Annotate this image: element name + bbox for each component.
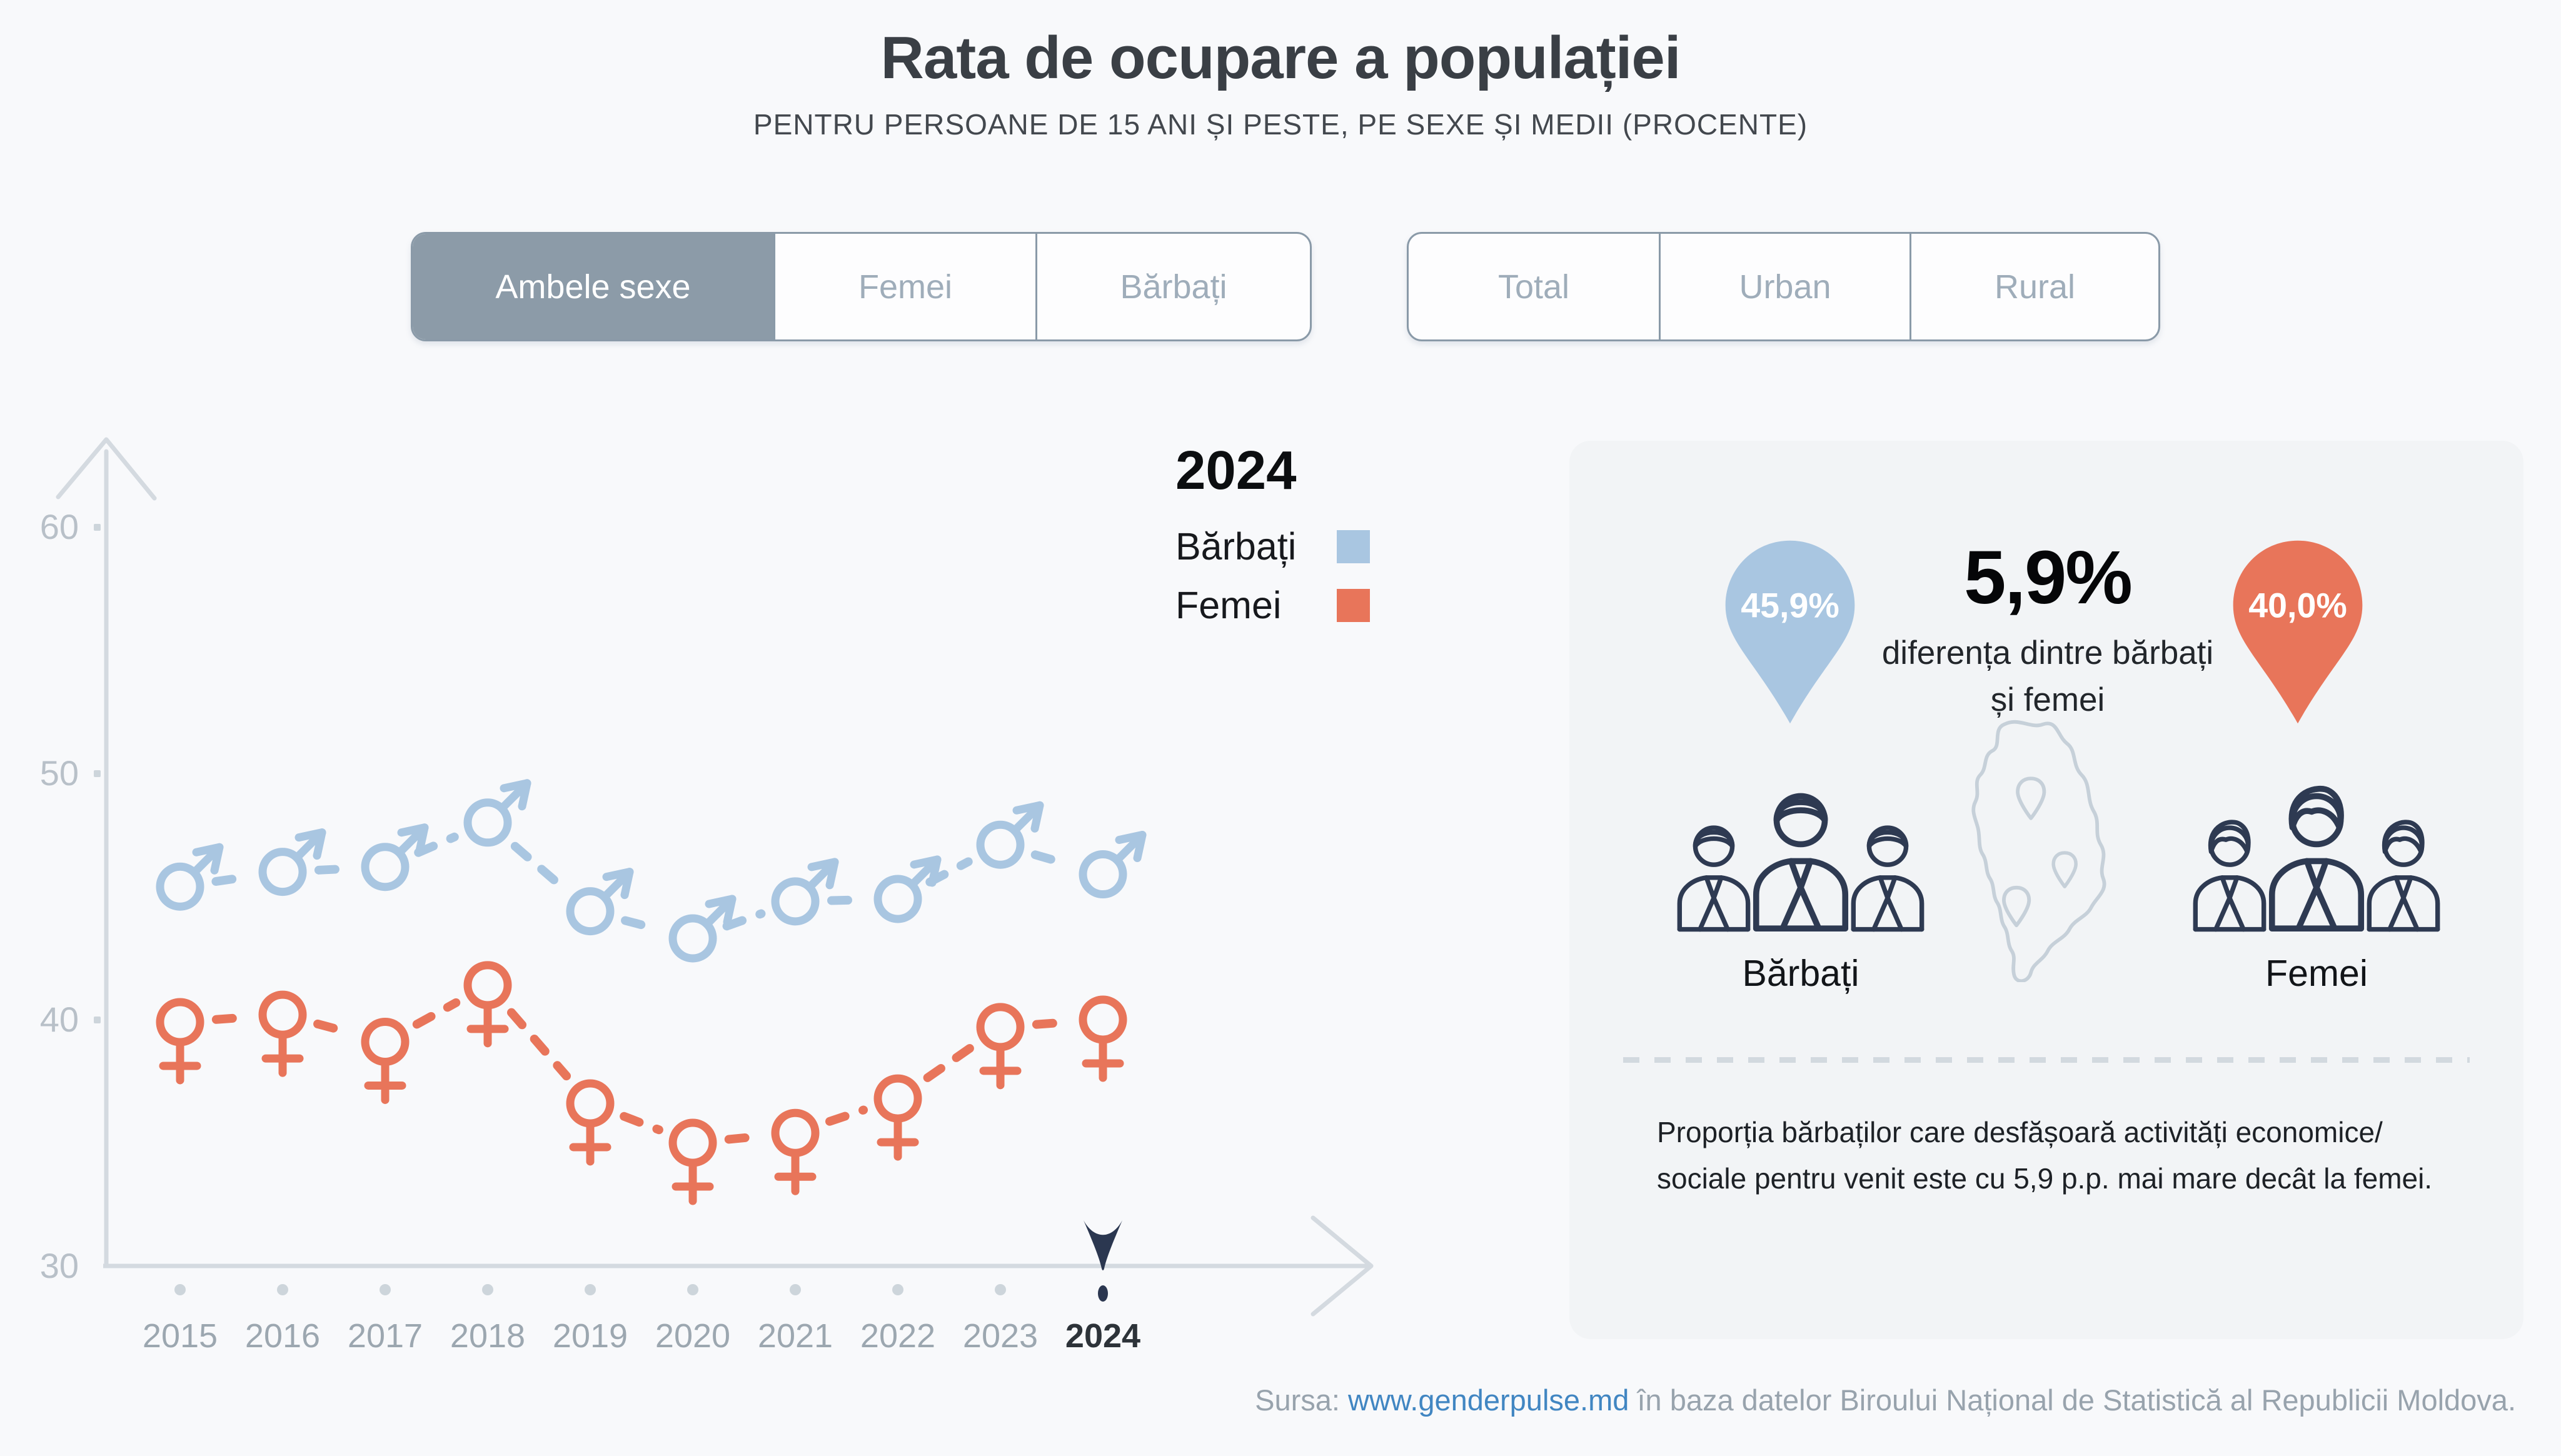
marker-male-2017[interactable] bbox=[361, 823, 429, 891]
source-link[interactable]: www.genderpulse.md bbox=[1348, 1383, 1629, 1417]
svg-text:2017: 2017 bbox=[348, 1317, 423, 1355]
source-line: Sursa: www.genderpulse.md în baza datelo… bbox=[1255, 1383, 2516, 1417]
employment-rate-line-chart: 30 40 50 60 2015 2016 2017 2018 2019 2020 2021 2022… bbox=[40, 437, 1374, 1355]
marker-female-2021[interactable] bbox=[771, 1108, 820, 1195]
marker-female-2022[interactable] bbox=[873, 1074, 922, 1161]
source-suffix: în baza datelor Biroului Național de Sta… bbox=[1629, 1383, 2516, 1417]
svg-text:2024: 2024 bbox=[1065, 1317, 1140, 1355]
marker-male-2021[interactable] bbox=[771, 858, 839, 926]
male-pin-icon: 45,9% bbox=[1725, 540, 1855, 724]
legend-swatch-barbati-icon bbox=[1337, 530, 1370, 563]
svg-text:2020: 2020 bbox=[655, 1317, 730, 1355]
legend-swatch-femei-icon bbox=[1337, 588, 1370, 622]
legend-label-femei: Femei bbox=[1175, 584, 1282, 626]
svg-text:2018: 2018 bbox=[450, 1317, 525, 1355]
marker-female-2017[interactable] bbox=[361, 1017, 410, 1104]
page-title: Rata de ocupare a populației bbox=[880, 24, 1681, 91]
svg-text:60: 60 bbox=[40, 507, 79, 546]
women-group-icon bbox=[2179, 766, 2454, 932]
gender-gap-caption: diferența dintre bărbați și femei bbox=[1881, 635, 2214, 719]
marker-female-2024[interactable] bbox=[1079, 995, 1127, 1082]
area-toggle-group: Total Urban Rural bbox=[1407, 232, 2160, 341]
marker-female-2023[interactable] bbox=[976, 1003, 1025, 1090]
marker-female-2016[interactable] bbox=[258, 990, 307, 1077]
svg-text:2023: 2023 bbox=[963, 1317, 1038, 1355]
summary-note: Proporția bărbaților care desfășoară act… bbox=[1657, 1116, 2433, 1195]
toggle-barbati[interactable]: Bărbați bbox=[1035, 234, 1310, 339]
men-group-icon bbox=[1663, 766, 1938, 932]
svg-text:40: 40 bbox=[40, 1000, 79, 1039]
svg-text:50: 50 bbox=[40, 753, 79, 793]
legend-label-barbati: Bărbați bbox=[1175, 525, 1297, 568]
toggle-rural[interactable]: Rural bbox=[1909, 234, 2158, 339]
moldova-map-icon bbox=[1971, 720, 2106, 982]
svg-text:2016: 2016 bbox=[245, 1317, 320, 1355]
female-rate-value: 40,0% bbox=[2248, 586, 2347, 625]
dashed-divider bbox=[1623, 1057, 2470, 1063]
marker-male-2024[interactable] bbox=[1079, 831, 1147, 899]
marker-male-2022[interactable] bbox=[873, 855, 942, 923]
svg-text:30: 30 bbox=[40, 1246, 79, 1285]
svg-text:2022: 2022 bbox=[860, 1317, 935, 1355]
marker-female-2015[interactable] bbox=[156, 998, 204, 1085]
man-icon bbox=[1739, 771, 1862, 932]
svg-text:2015: 2015 bbox=[143, 1317, 218, 1355]
woman-icon bbox=[2255, 771, 2378, 932]
page-subtitle: PENTRU PERSOANE DE 15 ANI ȘI PESTE, PE S… bbox=[753, 108, 1808, 141]
legend-item-barbati: Bărbați bbox=[1175, 525, 1370, 568]
marker-male-2019[interactable] bbox=[566, 868, 634, 936]
gender-gap-block: 5,9% diferența dintre bărbați și femei bbox=[1874, 533, 2221, 724]
marker-male-2023[interactable] bbox=[976, 801, 1044, 869]
svg-text:2019: 2019 bbox=[553, 1317, 628, 1355]
summary-panel: 45,9% 5,9% diferența dintre bărbați și f… bbox=[1569, 441, 2523, 1339]
marker-female-2018[interactable] bbox=[463, 961, 512, 1048]
chart-legend: 2024 Bărbați Femei bbox=[1175, 439, 1370, 642]
svg-text:2021: 2021 bbox=[758, 1317, 833, 1355]
toggle-femei[interactable]: Femei bbox=[773, 234, 1035, 339]
sex-toggle-group: Ambele sexe Femei Bărbați bbox=[411, 232, 1312, 341]
toggle-urban[interactable]: Urban bbox=[1659, 234, 1909, 339]
women-group-label: Femei bbox=[2265, 953, 2368, 994]
toggle-total[interactable]: Total bbox=[1497, 268, 1570, 306]
toggle-ambele-sexe[interactable]: Ambele sexe bbox=[413, 234, 773, 339]
male-rate-value: 45,9% bbox=[1741, 586, 1839, 625]
marker-male-2018[interactable] bbox=[463, 779, 531, 847]
legend-item-femei: Femei bbox=[1175, 583, 1370, 627]
female-pin-icon: 40,0% bbox=[2233, 540, 2363, 724]
marker-male-2020[interactable] bbox=[668, 895, 737, 963]
source-prefix: Sursa: bbox=[1255, 1383, 1349, 1417]
marker-male-2015[interactable] bbox=[156, 843, 224, 911]
marker-male-2016[interactable] bbox=[258, 828, 326, 896]
marker-female-2019[interactable] bbox=[566, 1079, 615, 1166]
marker-female-2020[interactable] bbox=[668, 1118, 717, 1205]
men-group-label: Bărbați bbox=[1742, 953, 1859, 994]
gender-gap-value: 5,9% bbox=[1964, 535, 2133, 620]
legend-year: 2024 bbox=[1175, 440, 1297, 501]
